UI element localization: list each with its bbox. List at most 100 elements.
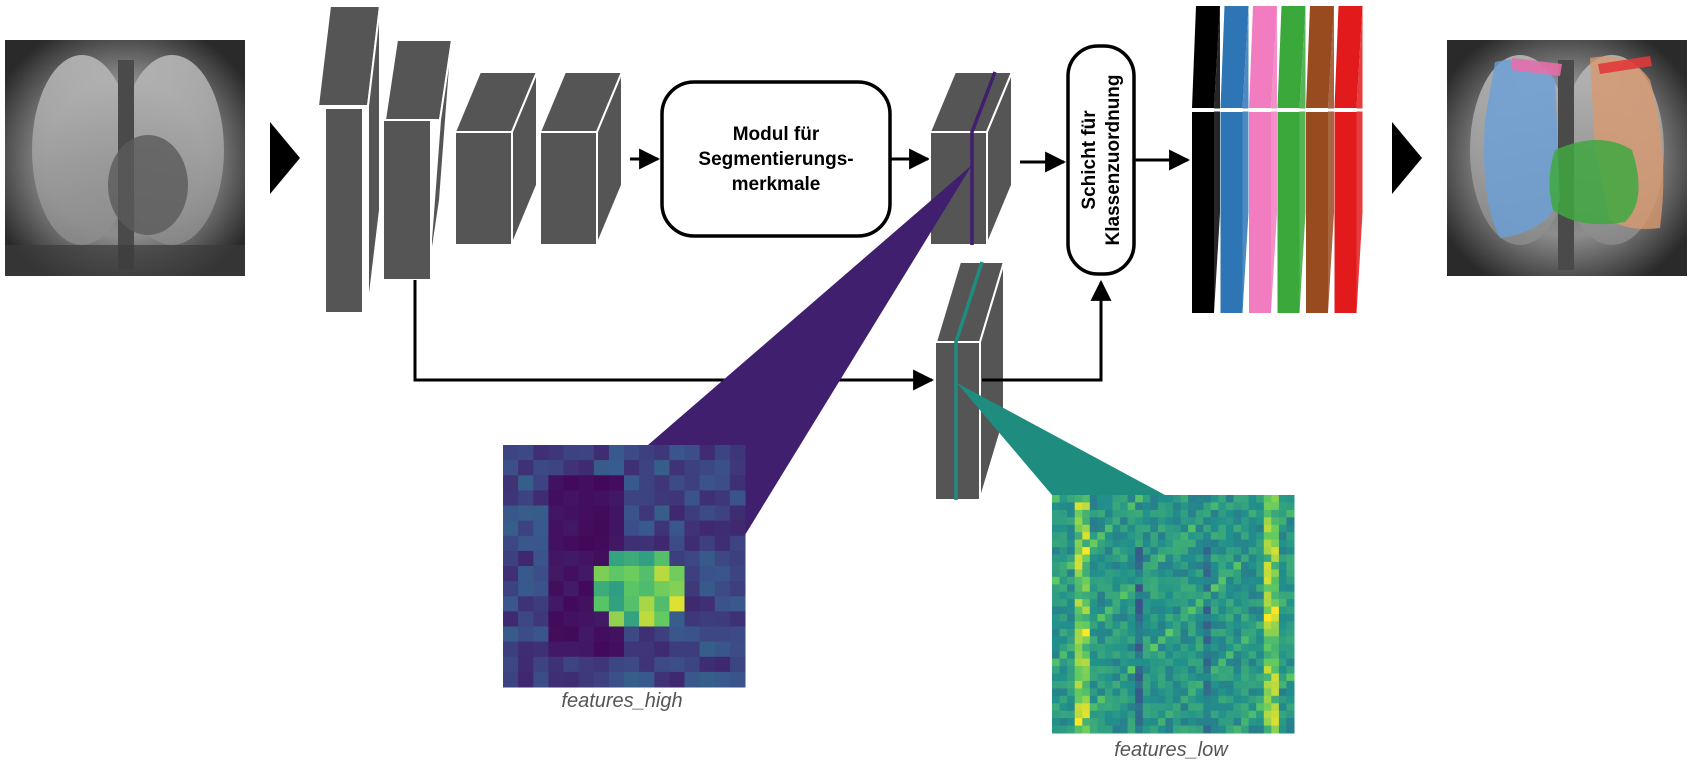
heatmap-cell — [1218, 532, 1227, 541]
heatmap-cell — [1286, 569, 1295, 578]
heatmap-cell — [1263, 666, 1272, 674]
heatmap-cell — [1097, 539, 1106, 548]
heatmap-cell — [1248, 725, 1257, 734]
heatmap-cell — [624, 671, 640, 688]
heatmap-cell — [624, 550, 640, 567]
heatmap-cell — [1188, 643, 1197, 652]
heatmap-cell — [1241, 606, 1250, 615]
heatmap-cell — [1218, 495, 1227, 503]
heatmap-cell — [1157, 606, 1166, 615]
heatmap-cell — [1127, 614, 1136, 622]
heatmap-cell — [1135, 614, 1144, 622]
heatmap-cell — [1165, 658, 1174, 667]
heatmap-cell — [548, 596, 564, 612]
heatmap-cell — [1104, 547, 1113, 555]
heatmap-cell — [608, 581, 625, 597]
heatmap-cell — [1089, 495, 1098, 503]
heatmap-cell — [1074, 576, 1083, 585]
heatmap-cell — [503, 445, 519, 461]
heatmap-cell — [1120, 606, 1129, 615]
heatmap-cell — [1135, 636, 1144, 645]
heatmap-cell — [699, 626, 716, 643]
heatmap-cell — [1097, 502, 1106, 511]
heatmap-cell — [1089, 517, 1098, 526]
heatmap-cell — [1059, 606, 1068, 615]
heatmap-cell — [548, 550, 564, 567]
heatmap-cell — [1248, 547, 1257, 555]
heatmap-cell — [1104, 584, 1113, 593]
heatmap-cell — [593, 475, 610, 491]
heatmap-cell — [503, 566, 519, 582]
module-line-1: Modul für — [733, 124, 820, 145]
heatmap-cell — [1067, 636, 1076, 645]
heatmap-cell — [729, 505, 746, 522]
heatmap-cell — [669, 626, 685, 643]
heatmap-cell — [1218, 547, 1227, 555]
heatmap-cell — [1104, 495, 1113, 503]
heatmap-cell — [1180, 584, 1189, 593]
heatmap-cell — [1173, 532, 1182, 541]
heatmap-cell — [533, 641, 549, 658]
heatmap-cell — [1210, 509, 1219, 518]
heatmap-cell — [1256, 495, 1265, 503]
heatmap-cell — [1180, 517, 1189, 526]
heatmap-cell — [1165, 628, 1174, 637]
heatmap-cell — [1067, 524, 1076, 533]
heatmap-cell — [1271, 569, 1280, 578]
heatmap-cell — [1067, 554, 1076, 563]
heatmap-cell — [1225, 576, 1234, 585]
heatmap-cell — [1225, 554, 1234, 563]
heatmap-cell — [654, 611, 670, 627]
heatmap-cell — [1233, 509, 1242, 518]
heatmap-cell — [1120, 502, 1129, 511]
heatmap-cell — [1067, 628, 1076, 637]
heatmap-cell — [1082, 718, 1091, 726]
heatmap-cell — [1150, 561, 1159, 570]
heatmap-cell — [1052, 666, 1061, 674]
heatmap-cell — [1135, 688, 1144, 697]
heatmap-cell — [699, 611, 716, 627]
heatmap-cell — [1180, 628, 1189, 637]
heatmap-cell — [1218, 680, 1227, 689]
heatmap-cell — [1225, 725, 1234, 734]
heatmap-cell — [1142, 725, 1151, 734]
high-feature-zoom-wedge — [648, 165, 972, 535]
heatmap-cell — [1082, 561, 1091, 570]
heatmap-cell — [1074, 509, 1083, 518]
heatmap-cell — [639, 520, 655, 537]
heatmap-cell — [1097, 643, 1106, 652]
heatmap-cell — [518, 656, 534, 673]
heatmap-cell — [1120, 621, 1129, 630]
heatmap-cell — [714, 490, 731, 506]
heatmap-cell — [1271, 725, 1280, 734]
heatmap-cell — [1082, 517, 1091, 526]
heatmap-cell — [1195, 576, 1204, 585]
heatmap-cell — [1104, 673, 1113, 682]
heatmap-cell — [1278, 539, 1287, 548]
heatmap-cell — [1059, 643, 1068, 652]
heatmap-cell — [1150, 673, 1159, 682]
heatmap-cell — [1104, 695, 1113, 704]
heatmap-cell — [593, 596, 610, 612]
heatmap-cell — [714, 550, 731, 567]
heatmap-cell — [1188, 591, 1197, 600]
heatmap-cell — [563, 520, 580, 537]
heatmap-cell — [1263, 532, 1272, 541]
heatmap-cell — [608, 596, 625, 612]
heatmap-cell — [1089, 509, 1098, 518]
heatmap-cell — [1089, 651, 1098, 660]
heatmap-cell — [1135, 628, 1144, 637]
heatmap-cell — [1195, 695, 1204, 704]
heatmap-cell — [563, 566, 580, 582]
heatmap-cell — [1097, 569, 1106, 578]
heatmap-cell — [1127, 554, 1136, 563]
heatmap-cell — [1127, 643, 1136, 652]
heatmap-cell — [1112, 561, 1121, 570]
heatmap-cell — [1203, 673, 1212, 682]
heatmap-cell — [1248, 599, 1257, 607]
heatmap-cell — [1225, 658, 1234, 667]
heatmap-cell — [1089, 606, 1098, 615]
heatmap-cell — [1157, 532, 1166, 541]
heatmap-cell — [1210, 658, 1219, 667]
heatmap-cell — [1150, 539, 1159, 548]
